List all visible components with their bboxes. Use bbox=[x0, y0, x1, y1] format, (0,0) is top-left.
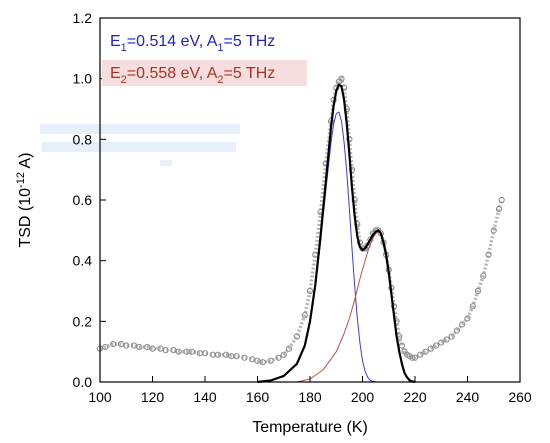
x-tick-label: 200 bbox=[351, 389, 375, 405]
measured-point bbox=[285, 345, 293, 352]
y-axis-label-tail: A) bbox=[17, 152, 34, 172]
measured-point bbox=[443, 336, 450, 343]
measured-point bbox=[123, 342, 130, 349]
annotation-part: E bbox=[110, 33, 121, 50]
measured-point bbox=[188, 348, 195, 355]
x-tick-label: 180 bbox=[298, 389, 322, 405]
fit-line bbox=[257, 83, 416, 384]
x-tick-label: 160 bbox=[246, 389, 270, 405]
annotation-e1: E1=0.514 eV, A1=5 THz bbox=[110, 33, 275, 54]
measured-point bbox=[480, 272, 487, 279]
measured-point bbox=[201, 350, 209, 357]
y-tick-label: 0.4 bbox=[73, 253, 93, 269]
measured-point bbox=[453, 327, 461, 334]
measured-point bbox=[149, 345, 156, 352]
measured-point bbox=[432, 342, 440, 349]
y-axis-label-main: TSD (10 bbox=[17, 188, 34, 248]
measured-point bbox=[474, 287, 482, 295]
y-axis-label: TSD (10-12 A) bbox=[15, 152, 34, 247]
measured-point bbox=[306, 287, 314, 295]
measured-point bbox=[215, 351, 222, 358]
annotation-part: =0.514 eV, A bbox=[127, 33, 218, 50]
measured-band bbox=[99, 75, 504, 365]
measured-point bbox=[233, 353, 240, 360]
annotation-part: E bbox=[110, 65, 121, 82]
annotation-2-highlight bbox=[102, 60, 307, 86]
y-axis-label-sup: -12 bbox=[15, 172, 27, 188]
measured-point bbox=[490, 227, 497, 234]
component-e1-line bbox=[257, 111, 376, 383]
measured-point bbox=[485, 251, 492, 258]
y-tick-label: 0.8 bbox=[73, 131, 93, 147]
measured-point bbox=[417, 351, 424, 358]
annotation-part: 2 bbox=[217, 74, 223, 86]
measured-point bbox=[175, 348, 182, 355]
tick-labels-layer: 100 120 140 160 180 200 220 240 260 0.0 0.2 0.4 0.6 0… bbox=[73, 10, 532, 405]
measured-point bbox=[495, 206, 503, 213]
annotation-e2: E2=0.558 eV, A2=5 THz bbox=[110, 65, 275, 86]
measured-point bbox=[498, 196, 505, 204]
series-layer bbox=[96, 75, 505, 384]
measured-point bbox=[275, 354, 282, 361]
annotation-part: 1 bbox=[121, 42, 127, 54]
plot-area bbox=[96, 75, 505, 384]
measured-point bbox=[469, 303, 476, 310]
measured-point bbox=[259, 359, 266, 366]
ghost-text-artifacts bbox=[40, 124, 240, 166]
x-tick-label: 220 bbox=[403, 389, 427, 405]
measured-point bbox=[427, 345, 434, 352]
measured-point bbox=[464, 315, 471, 322]
measured-point bbox=[448, 333, 455, 340]
measured-point bbox=[267, 357, 274, 364]
x-tick-label: 260 bbox=[508, 389, 532, 405]
measured-point bbox=[301, 312, 308, 319]
measured-point bbox=[367, 236, 374, 243]
x-tick-label: 240 bbox=[456, 389, 480, 405]
measured-point bbox=[136, 344, 143, 351]
measured-point bbox=[241, 354, 248, 361]
measured-point bbox=[351, 196, 358, 204]
annotation-part: =5 THz bbox=[224, 65, 276, 82]
measured-point bbox=[280, 351, 287, 358]
y-tick-label: 0.2 bbox=[73, 313, 93, 329]
x-tick-label: 120 bbox=[141, 389, 165, 405]
measured-point bbox=[102, 344, 109, 351]
measured-point bbox=[438, 339, 445, 346]
y-tick-label: 0.0 bbox=[73, 374, 93, 390]
annotation-part: 1 bbox=[217, 42, 223, 54]
measured-point bbox=[422, 348, 429, 355]
measured-point bbox=[411, 354, 419, 361]
x-tick-label: 100 bbox=[88, 389, 112, 405]
y-tick-label: 1.2 bbox=[73, 10, 93, 26]
measured-point bbox=[409, 354, 416, 361]
annotation-part: =0.558 eV, A bbox=[127, 65, 218, 82]
annotation-part: =5 THz bbox=[224, 33, 276, 50]
measured-point bbox=[110, 340, 117, 348]
measured-series bbox=[96, 75, 505, 366]
measured-point bbox=[293, 333, 300, 340]
measured-point bbox=[338, 75, 345, 82]
y-tick-label: 1.0 bbox=[73, 71, 93, 87]
measured-point bbox=[348, 166, 356, 173]
measured-point bbox=[162, 347, 169, 354]
x-tick-label: 140 bbox=[193, 389, 217, 405]
y-tick-label: 0.6 bbox=[73, 192, 93, 208]
x-axis-label: Temperature (K) bbox=[252, 419, 368, 436]
annotation-part: 2 bbox=[121, 74, 127, 86]
measured-point bbox=[459, 321, 466, 328]
